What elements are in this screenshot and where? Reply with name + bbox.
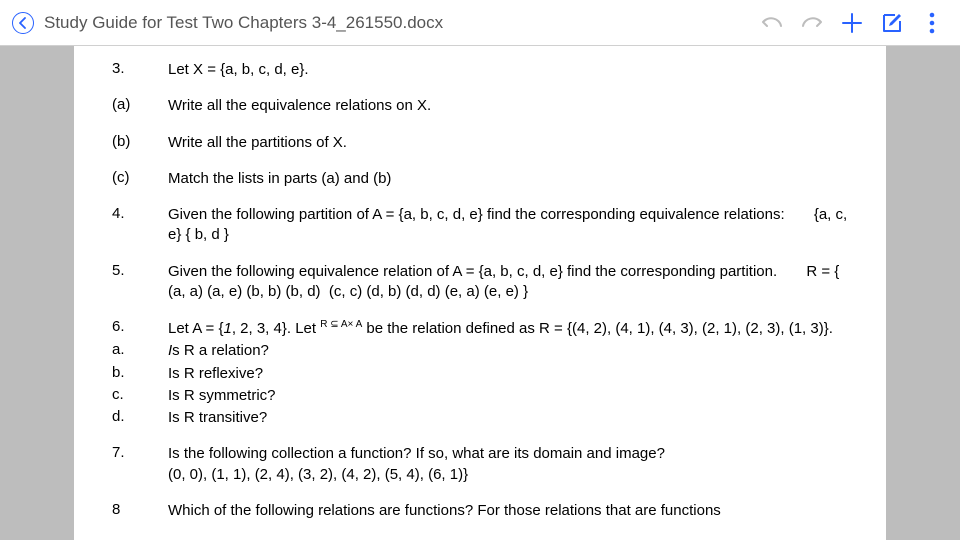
item-text: Match the lists in parts (a) and (b) bbox=[168, 169, 848, 189]
item-text: Which of the following relations are fun… bbox=[168, 501, 848, 521]
item-text: Is the following collection a function? … bbox=[168, 444, 848, 485]
content-row: 4.Given the following partition of A = {… bbox=[112, 205, 848, 246]
item-number: d. bbox=[112, 408, 168, 425]
content-row: b.Is R reflexive? bbox=[112, 364, 848, 384]
content-row: 3.Let X = {a, b, c, d, e}. bbox=[112, 60, 848, 80]
item-number: 8 bbox=[112, 501, 168, 518]
item-number: (b) bbox=[112, 133, 168, 150]
item-number: 5. bbox=[112, 262, 168, 279]
item-number: 6. bbox=[112, 318, 168, 335]
redo-button[interactable] bbox=[792, 3, 832, 43]
plus-icon bbox=[841, 12, 863, 34]
more-button[interactable] bbox=[912, 3, 952, 43]
item-text: Write all the equivalence relations on X… bbox=[168, 96, 848, 116]
toolbar: Study Guide for Test Two Chapters 3-4_26… bbox=[0, 0, 960, 46]
item-number: c. bbox=[112, 386, 168, 403]
item-number: b. bbox=[112, 364, 168, 381]
content-row: a.Is R a relation? bbox=[112, 341, 848, 361]
item-text: Is R symmetric? bbox=[168, 386, 848, 406]
content-row: (b)Write all the partitions of X. bbox=[112, 133, 848, 153]
item-text: Is R a relation? bbox=[168, 341, 848, 361]
item-number: (c) bbox=[112, 169, 168, 186]
content-row: 8Which of the following relations are fu… bbox=[112, 501, 848, 521]
item-number: a. bbox=[112, 341, 168, 358]
document-viewport[interactable]: 3.Let X = {a, b, c, d, e}.(a)Write all t… bbox=[0, 46, 960, 540]
undo-button[interactable] bbox=[752, 3, 792, 43]
edit-button[interactable] bbox=[872, 3, 912, 43]
add-button[interactable] bbox=[832, 3, 872, 43]
item-text: Given the following partition of A = {a,… bbox=[168, 205, 848, 246]
item-number: 7. bbox=[112, 444, 168, 461]
item-text: Write all the partitions of X. bbox=[168, 133, 848, 153]
redo-icon bbox=[799, 14, 825, 32]
item-text: Is R reflexive? bbox=[168, 364, 848, 384]
content-row: (c)Match the lists in parts (a) and (b) bbox=[112, 169, 848, 189]
more-vertical-icon bbox=[929, 12, 935, 34]
item-number: (a) bbox=[112, 96, 168, 113]
item-number: 4. bbox=[112, 205, 168, 222]
item-text: Let X = {a, b, c, d, e}. bbox=[168, 60, 848, 80]
content-row: 6.Let A = {1, 2, 3, 4}. Let R ⊆ A× A be … bbox=[112, 318, 848, 339]
item-text: Is R transitive? bbox=[168, 408, 848, 428]
document-page: 3.Let X = {a, b, c, d, e}.(a)Write all t… bbox=[74, 46, 886, 540]
content-row: 5.Given the following equivalence relati… bbox=[112, 262, 848, 303]
document-title: Study Guide for Test Two Chapters 3-4_26… bbox=[44, 13, 443, 33]
content-row: (a)Write all the equivalence relations o… bbox=[112, 96, 848, 116]
content-row: d.Is R transitive? bbox=[112, 408, 848, 428]
content-row: c.Is R symmetric? bbox=[112, 386, 848, 406]
back-button[interactable] bbox=[12, 12, 34, 34]
item-text: Given the following equivalence relation… bbox=[168, 262, 848, 303]
edit-icon bbox=[880, 11, 904, 35]
chevron-left-icon bbox=[18, 17, 28, 29]
item-text: Let A = {1, 2, 3, 4}. Let R ⊆ A× A be th… bbox=[168, 318, 848, 339]
item-number: 3. bbox=[112, 60, 168, 77]
content-row: 7.Is the following collection a function… bbox=[112, 444, 848, 485]
undo-icon bbox=[759, 14, 785, 32]
